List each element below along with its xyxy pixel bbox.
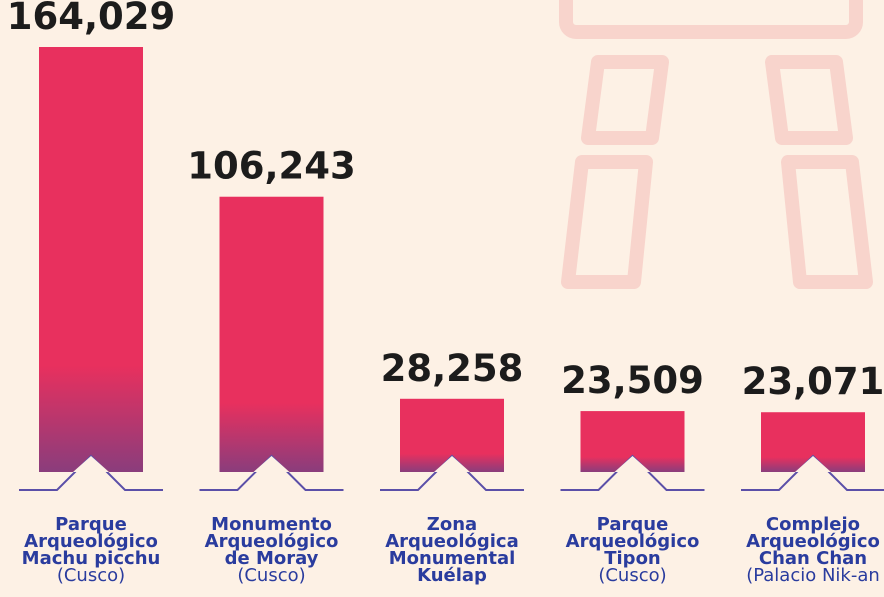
category-name: Parque Arqueológico Machu picchu bbox=[16, 516, 166, 567]
category-name: Zona Arqueológica Monumental Kuélap bbox=[377, 516, 527, 584]
chart: 164,029 106,243 28,258 23,509 23,071 Parque … bbox=[0, 0, 884, 597]
decoration bbox=[566, 0, 866, 282]
category-name: Parque Arqueológico Tipon bbox=[558, 516, 708, 567]
bar bbox=[39, 47, 143, 472]
chart-svg: 164,029 106,243 28,258 23,509 23,071 bbox=[0, 0, 884, 597]
category-sublabel: (Cusco) bbox=[558, 567, 708, 584]
category-sublabel: (Palacio Nik-an bbox=[738, 567, 884, 584]
category-sublabel: (Cusco) bbox=[197, 567, 347, 584]
value-label: 23,071 bbox=[742, 360, 884, 403]
category-label: Parque Arqueológico Tipon(Cusco) bbox=[558, 516, 708, 584]
category-sublabel: (Cusco) bbox=[16, 567, 166, 584]
category-label: Monumento Arqueológico de Moray(Cusco) bbox=[197, 516, 347, 584]
category-label: Complejo Arqueológico Chan Chan(Palacio … bbox=[738, 516, 884, 584]
category-label: Zona Arqueológica Monumental Kuélap bbox=[377, 516, 527, 584]
value-label: 23,509 bbox=[561, 359, 704, 402]
category-name: Monumento Arqueológico de Moray bbox=[197, 516, 347, 567]
value-label: 28,258 bbox=[381, 347, 524, 390]
category-name: Complejo Arqueológico Chan Chan bbox=[738, 516, 884, 567]
bar bbox=[220, 197, 324, 472]
category-label: Parque Arqueológico Machu picchu(Cusco) bbox=[16, 516, 166, 584]
value-label: 164,029 bbox=[7, 0, 176, 38]
value-label: 106,243 bbox=[187, 145, 356, 188]
